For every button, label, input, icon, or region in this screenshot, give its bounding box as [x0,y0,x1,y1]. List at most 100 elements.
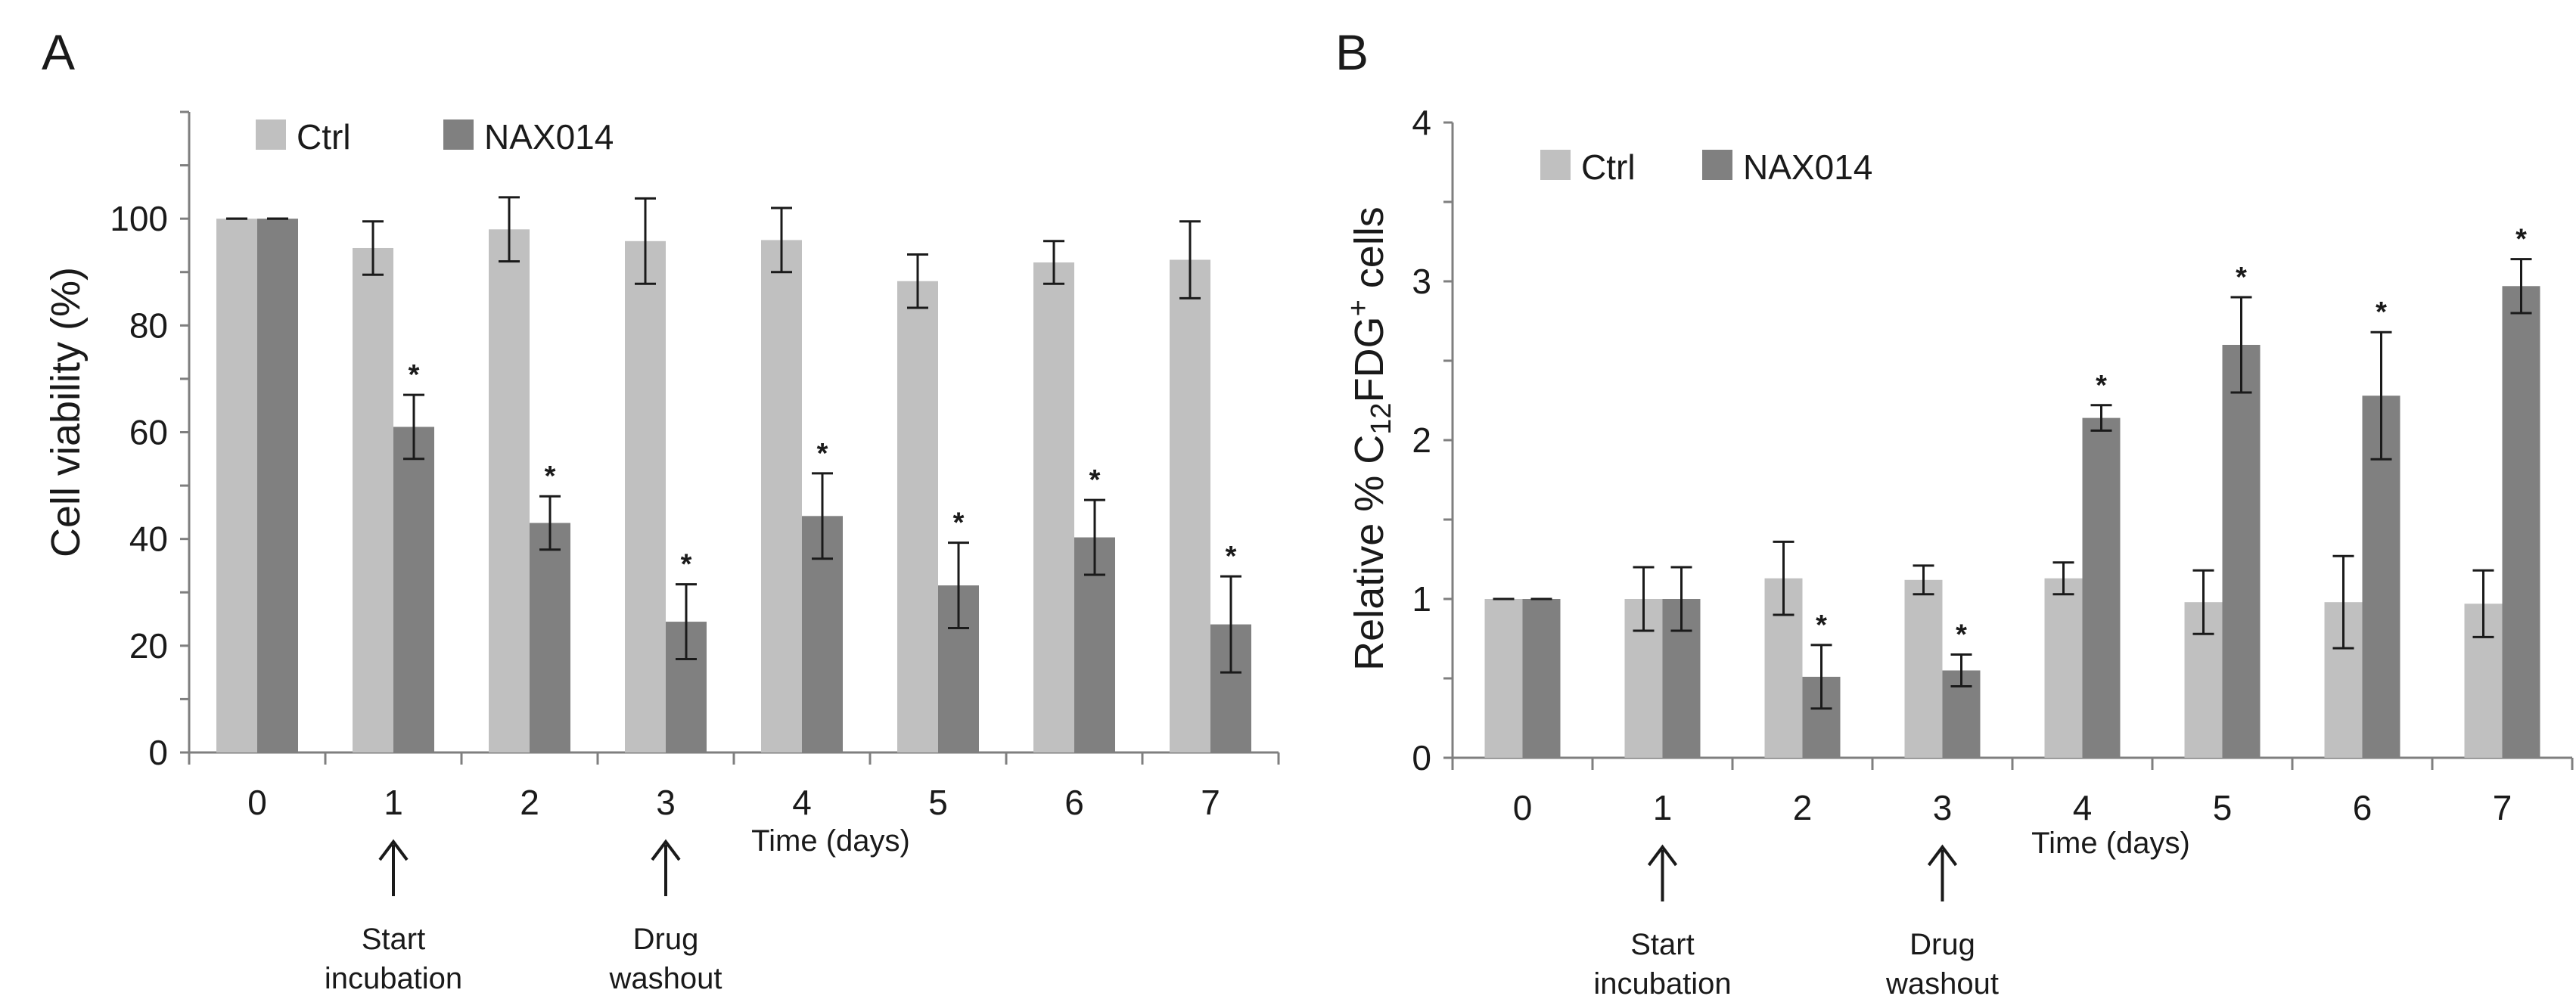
panel-a-bar-nax014-2 [530,523,570,752]
panel-b-significance-marker: * [2515,224,2527,256]
panel-b-error-bar-ctrl-1 [1633,566,1655,632]
panel-b-x-tick-label: 2 [1793,788,1813,827]
panel-b-significance-marker: * [2236,262,2247,293]
panel-b-legend-nax014-swatch [1702,150,1732,180]
panel-a-label: A [42,24,75,80]
panel-a-significance-marker: * [953,507,965,539]
panel-b: B Relative % C12FDG+ cells Time (days) C… [1335,24,2574,996]
panel-b-annotation-line1: Start [1630,928,1694,961]
panel-a-error-bar-nax014-1 [403,393,424,461]
panel-b-error-bar-ctrl-6 [2332,554,2354,650]
panel-a-x-tick-label: 6 [1064,783,1084,822]
panel-b-error-bar-nax014-6 [2370,330,2392,461]
panel-b-error-bar-nax014-4 [2090,404,2112,432]
panel-a-bar-ctrl-7 [1170,259,1210,752]
panel-a-bar-nax014-0 [257,219,298,753]
panel-a-bar-ctrl-6 [1033,262,1074,752]
panel-b-annotation-line2: washout [1885,967,1999,996]
panel-b-bar-nax014-4 [2082,417,2121,758]
panel-a-up-arrow-icon [651,839,681,896]
panel-b-y-tick-label: 4 [1412,103,1431,142]
panel-b-y-tick-label: 1 [1412,579,1431,619]
panel-b-error-bar-ctrl-7 [2472,569,2494,638]
panel-b-error-bar-nax014-2 [1810,644,1832,710]
panel-a-bar-ctrl-4 [761,240,802,752]
panel-b-y-tick-label: 0 [1412,738,1431,777]
panel-a-error-bar-ctrl-7 [1179,220,1201,299]
panel-b-y-tick-label: 2 [1412,420,1431,460]
panel-b-bar-nax014-5 [2222,345,2261,758]
panel-b-x-tick-label: 7 [2493,788,2512,827]
panel-b-error-bar-ctrl-5 [2192,569,2214,635]
panel-a-annotation-line2: incubation [325,962,462,995]
panel-a-y-tick-label: 80 [129,306,168,345]
panel-a-x-axis-title: Time (days) [751,824,910,858]
panel-a-significance-marker: * [1226,541,1237,572]
panel-b-legend-ctrl-swatch [1540,150,1571,180]
panel-a-error-bar-ctrl-4 [771,206,792,274]
panel-b-up-arrow-icon [1647,844,1678,901]
panel-a-bar-ctrl-0 [216,219,257,753]
panel-b-significance-marker: * [1816,610,1827,641]
panel-a-annotation-line1: Start [362,923,425,956]
panel-a-y-tick-label: 100 [110,199,168,238]
panel-b-annotation-line2: incubation [1593,967,1731,996]
panel-b-bar-nax014-0 [1522,599,1561,758]
panel-b-legend-ctrl-label: Ctrl [1581,147,1636,187]
panel-a-bar-ctrl-3 [625,240,666,753]
panel-a-x-tick-label: 1 [384,783,403,822]
panel-a-error-bar-ctrl-3 [635,197,656,285]
panel-b-x-tick-label: 6 [2353,788,2372,827]
panel-a-error-bar-ctrl-2 [499,196,520,263]
panel-a-annotation-line1: Drug [633,923,699,956]
panel-b-significance-marker: * [1956,619,1967,651]
panel-b-legend-nax014-label: NAX014 [1743,147,1872,187]
panel-b-significance-marker: * [2376,296,2387,328]
panel-a-bar-ctrl-1 [353,247,393,752]
panel-a-significance-marker: * [1089,464,1101,496]
panel-b-label: B [1335,24,1369,80]
panel-b-annotation-line1: Drug [1909,928,1975,961]
panel-a-y-tick-label: 40 [129,520,168,559]
panel-a-significance-marker: * [681,549,692,581]
panel-a-x-tick-label: 0 [247,783,267,822]
panel-a-x-tick-label: 3 [656,783,676,822]
panel-a-bar-ctrl-5 [897,281,938,753]
panel-b-error-bar-ctrl-3 [1913,564,1934,596]
panel-a-error-bar-nax014-5 [948,541,969,630]
panel-a-bar-nax014-1 [393,427,434,752]
panel-b-significance-marker: * [2096,370,2107,402]
panel-b-error-bar-nax014-1 [1670,566,1692,632]
panel-a-x-tick-label: 2 [520,783,539,822]
panel-b-bar-nax014-7 [2502,286,2540,758]
panel-a-bar-ctrl-2 [489,229,530,752]
panel-a-up-arrow-icon [378,839,409,896]
panel-a-error-bar-nax014-2 [539,495,561,551]
panel-a-significance-marker: * [545,461,556,492]
panel-b-x-axis-title: Time (days) [2031,827,2190,860]
panel-a-legend-ctrl-label: Ctrl [297,117,351,157]
panel-a-x-tick-label: 5 [928,783,948,822]
panel-a-legend-ctrl-swatch [256,119,286,150]
panel-b-error-bar-nax014-3 [1950,653,1972,687]
panel-a-legend-nax014-swatch [443,119,474,150]
panel-a-significance-marker: * [817,438,828,470]
panel-b-x-tick-label: 5 [2213,788,2233,827]
panel-b-y-axis-title: Relative % C12FDG+ cells [1343,206,1397,671]
panel-a-y-axis-title: Cell viability (%) [43,267,89,557]
panel-a-legend-nax014-label: NAX014 [484,117,614,157]
panel-b-error-bar-nax014-7 [2510,258,2532,315]
panel-a-y-tick-label: 0 [148,733,168,772]
panel-a: A Cell viability (%) Time (days) Ctrl NA… [42,24,1280,995]
panel-a-error-bar-nax014-7 [1220,575,1241,674]
panel-b-up-arrow-icon [1927,844,1958,901]
panel-b-bar-ctrl-0 [1484,599,1523,758]
panel-a-error-bar-ctrl-5 [907,253,928,309]
panel-a-significance-marker: * [409,359,420,391]
panel-a-error-bar-ctrl-1 [362,220,384,276]
panel-a-y-tick-label: 60 [129,413,168,452]
panel-a-error-bar-nax014-3 [676,583,697,660]
panel-a-error-bar-nax014-6 [1084,498,1105,576]
panel-b-error-bar-ctrl-4 [2052,561,2074,596]
